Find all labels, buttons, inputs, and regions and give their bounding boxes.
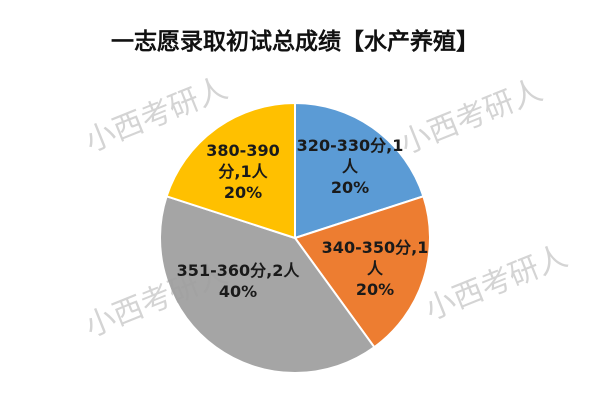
data-label: 320-330分,1人 20% [295,135,405,198]
value-label: 20% [355,280,395,299]
pie-slice [293,195,431,349]
pie-slice [159,195,376,374]
value-label: 20% [330,178,370,197]
category-label: 380-390分,1人 [206,141,280,181]
value-label: 20% [223,183,263,202]
data-label: 351-360分,2人 40% [158,260,318,302]
category-label: 351-360分,2人 [176,261,300,280]
chart-title: 一志愿录取初试总成绩【水产养殖】 [111,29,479,55]
pie-slice [165,101,296,240]
pie-slice [294,101,425,240]
data-label: 340-350分,1人 20% [320,237,430,300]
value-label: 40% [218,282,258,301]
category-label: 320-330分,1人 [296,136,404,176]
category-label: 340-350分,1人 [321,238,429,278]
data-label: 380-390分,1人 20% [193,140,293,203]
